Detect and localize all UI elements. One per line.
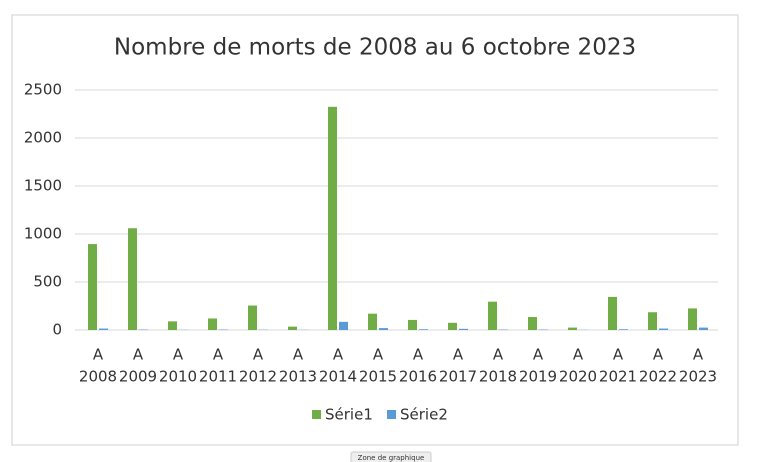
x-tick-prefix: A xyxy=(333,346,344,364)
y-tick-label: 0 xyxy=(52,321,62,339)
x-tick-label: 2012 xyxy=(239,368,277,386)
tooltip-box xyxy=(350,451,432,462)
x-tick-prefix: A xyxy=(413,346,424,364)
x-tick-label: 2009 xyxy=(119,368,157,386)
bar xyxy=(528,317,537,330)
bar xyxy=(419,329,428,330)
x-tick-label: 2017 xyxy=(439,368,477,386)
x-tick-prefix: A xyxy=(613,346,624,364)
y-tick-label: 1500 xyxy=(24,177,62,195)
x-tick-label: 2010 xyxy=(159,368,197,386)
chart-title: Nombre de morts de 2008 au 6 octobre 202… xyxy=(114,35,636,61)
y-tick-label: 500 xyxy=(33,273,62,291)
x-tick-label: 2015 xyxy=(359,368,397,386)
bar xyxy=(339,321,348,330)
y-tick-label: 1000 xyxy=(24,225,62,243)
x-tick-label: 2022 xyxy=(639,368,677,386)
bar xyxy=(699,327,708,330)
x-tick-label: 2014 xyxy=(319,368,357,386)
x-tick-prefix: A xyxy=(453,346,464,364)
x-tick-label: 2013 xyxy=(279,368,317,386)
bar xyxy=(619,329,628,330)
legend-swatch xyxy=(387,410,396,419)
bar xyxy=(568,327,577,330)
y-tick-label: 2500 xyxy=(24,81,62,99)
x-tick-prefix: A xyxy=(653,346,664,364)
x-tick-prefix: A xyxy=(293,346,304,364)
bar xyxy=(248,305,257,330)
y-tick-label: 2000 xyxy=(24,129,62,147)
legend-swatch xyxy=(312,410,321,419)
x-tick-label: 2016 xyxy=(399,368,437,386)
x-tick-label: 2018 xyxy=(479,368,517,386)
bar xyxy=(99,328,108,330)
x-tick-prefix: A xyxy=(373,346,384,364)
x-tick-prefix: A xyxy=(133,346,144,364)
bar xyxy=(88,244,97,330)
bar xyxy=(488,301,497,330)
tooltip: Zone de graphique xyxy=(358,454,425,462)
bar xyxy=(328,106,337,330)
bar xyxy=(459,328,468,330)
x-tick-prefix: A xyxy=(693,346,704,364)
x-tick-label: 2011 xyxy=(199,368,237,386)
x-tick-label: 2008 xyxy=(79,368,117,386)
x-tick-prefix: A xyxy=(93,346,104,364)
legend-label: Série2 xyxy=(400,406,448,424)
x-tick-label: 2021 xyxy=(599,368,637,386)
x-tick-prefix: A xyxy=(173,346,184,364)
bar xyxy=(448,322,457,330)
legend-label: Série1 xyxy=(325,406,373,424)
bar xyxy=(659,328,668,330)
bar xyxy=(128,228,137,330)
x-tick-label: 2020 xyxy=(559,368,597,386)
bar xyxy=(608,296,617,330)
bar xyxy=(379,328,388,330)
bar xyxy=(368,313,377,330)
bar xyxy=(408,319,417,330)
x-tick-label: 2023 xyxy=(679,368,717,386)
x-tick-prefix: A xyxy=(213,346,224,364)
x-tick-prefix: A xyxy=(253,346,264,364)
bar xyxy=(168,321,177,330)
bar xyxy=(288,326,297,330)
bar xyxy=(648,312,657,330)
x-tick-label: 2019 xyxy=(519,368,557,386)
x-tick-prefix: A xyxy=(493,346,504,364)
bar xyxy=(208,318,217,330)
x-tick-prefix: A xyxy=(573,346,584,364)
x-tick-prefix: A xyxy=(533,346,544,364)
bar xyxy=(688,308,697,330)
